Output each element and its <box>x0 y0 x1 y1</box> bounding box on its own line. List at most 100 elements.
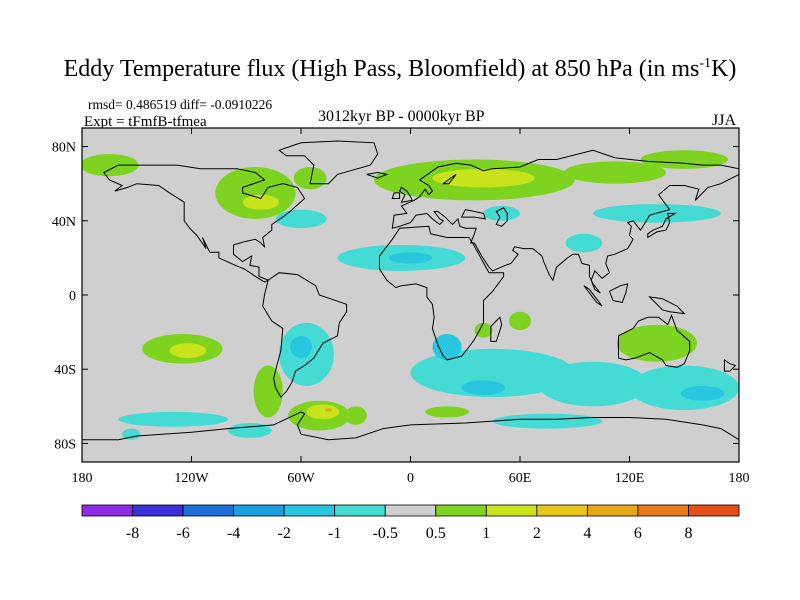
experiment-label: Expt = tFmfB-tfmea <box>84 114 207 130</box>
x-axis: 180 120W 60W 0 60E 120E 180 <box>72 128 750 486</box>
colorbar-label-6: 0.5 <box>426 525 446 542</box>
colorbar-label-9: 4 <box>583 525 591 542</box>
colorbar-box-0 <box>81 504 133 517</box>
x-tick-label-1: 120W <box>174 471 209 486</box>
coastline-antarctica <box>82 411 739 462</box>
colorbar-box-11 <box>637 504 689 517</box>
field-region-3 <box>242 194 280 210</box>
period-label: 3012kyr BP - 0000kyr BP <box>318 108 485 125</box>
field-region-30 <box>680 385 725 401</box>
colorbar-label-10: 6 <box>634 525 642 542</box>
coastline-new-guinea <box>648 296 686 315</box>
y-tick-label-0: 80N <box>52 141 76 156</box>
field-region-13 <box>388 252 433 264</box>
chart-title-main: Eddy Temperature flux (High Pass, Bloomf… <box>63 56 700 82</box>
colorbar-label-11: 8 <box>684 525 692 542</box>
chart-title-superscript: -1 <box>699 56 712 71</box>
chart-title-end: K) <box>711 56 737 82</box>
field-region-24 <box>228 423 272 438</box>
coastline-north-america <box>103 164 306 283</box>
coastline-japan <box>647 212 677 239</box>
field-region-9 <box>483 205 520 221</box>
coastlines <box>82 140 739 462</box>
field-region-29 <box>629 365 739 411</box>
x-tick-label-0: 180 <box>72 471 93 486</box>
field-region-0 <box>82 153 139 177</box>
colorbar-box-4 <box>283 504 336 517</box>
field-region-25 <box>410 348 575 398</box>
colorbar-label-0: -8 <box>126 525 139 542</box>
coastline-borneo <box>608 283 629 303</box>
coastline-scandinavia-gulf <box>441 173 457 185</box>
colorbar-box-5 <box>334 504 386 517</box>
field-region-15 <box>169 343 207 359</box>
colorbar-box-8 <box>485 504 538 517</box>
field-region-34 <box>509 311 531 331</box>
x-tick-label-4: 60E <box>509 471 532 486</box>
colorbar-label-4: -1 <box>328 525 341 542</box>
y-axis: 80N 40N 0 40S 80S <box>52 141 739 452</box>
coastline-caspian <box>495 207 508 227</box>
coastline-new-zealand <box>723 358 737 372</box>
field-region-18 <box>290 335 312 359</box>
map-field <box>82 128 739 462</box>
colorbar-box-6 <box>384 504 437 517</box>
chart-title: Eddy Temperature flux (High Pass, Bloomf… <box>0 56 800 83</box>
colorbar-label-5: -0.5 <box>373 525 398 542</box>
stats-text: rmsd= 0.486519 diff= -0.0910226 <box>88 97 273 112</box>
field-region-6 <box>432 168 535 188</box>
field-region-31 <box>492 413 603 429</box>
coastline-uk <box>398 186 414 203</box>
coastline-sumatra <box>583 285 603 307</box>
field-region-22 <box>344 406 367 425</box>
field-region-16 <box>253 365 283 418</box>
field-region-27 <box>461 380 506 396</box>
colorbar-box-1 <box>132 504 184 517</box>
field-region-32 <box>425 406 469 418</box>
field-region-2 <box>293 166 327 190</box>
colorbar-box-3 <box>233 504 285 517</box>
field-region-1 <box>215 166 296 219</box>
y-tick-label-3: 40S <box>54 363 76 378</box>
colorbar-label-7: 1 <box>482 525 490 542</box>
colorbar-box-10 <box>586 504 639 517</box>
field-region-11 <box>565 233 603 253</box>
colorbar-label-8: 2 <box>533 525 541 542</box>
colorbar-label-2: -4 <box>227 525 240 542</box>
field-region-8 <box>640 150 729 169</box>
field-region-7 <box>563 161 667 184</box>
coastline-black-sea <box>460 209 487 220</box>
field-region-28 <box>538 361 648 407</box>
field-region-23 <box>118 411 228 427</box>
colorbar: -8 -6 -4 -2 -1 -0.5 0.5 1 2 4 6 8 <box>81 504 740 542</box>
field-region-35 <box>474 322 493 338</box>
field-region-26 <box>432 333 462 360</box>
field-region-33 <box>616 324 698 362</box>
colorbar-box-2 <box>182 504 235 517</box>
coastline-iceland <box>366 171 389 179</box>
y-tick-label-4: 80S <box>54 437 76 452</box>
y-tick-label-1: 40N <box>52 215 76 230</box>
coastline-australia <box>618 314 691 368</box>
colorbar-label-3: -2 <box>277 525 290 542</box>
coastline-greenland <box>278 140 379 185</box>
y-tick-label-2: 0 <box>69 289 76 304</box>
colorbar-box-9 <box>536 504 588 517</box>
field-region-21 <box>324 408 333 412</box>
colorbar-label-1: -6 <box>176 525 189 542</box>
colorbar-box-7 <box>435 504 487 517</box>
x-tick-label-2: 60W <box>287 471 315 486</box>
x-tick-label-6: 180 <box>729 471 750 486</box>
coastline-south-america <box>262 272 348 398</box>
colorbar-box-12 <box>688 504 740 517</box>
coastline-eurasia <box>391 149 739 294</box>
x-tick-label-3: 0 <box>407 471 414 486</box>
field-region-36 <box>122 428 141 440</box>
x-tick-label-5: 120E <box>615 471 645 486</box>
coastline-ireland <box>391 192 401 199</box>
season-label: JJA <box>712 112 737 129</box>
field-region-4 <box>275 209 327 229</box>
field-region-20 <box>306 404 340 420</box>
coastline-madagascar <box>490 316 503 342</box>
